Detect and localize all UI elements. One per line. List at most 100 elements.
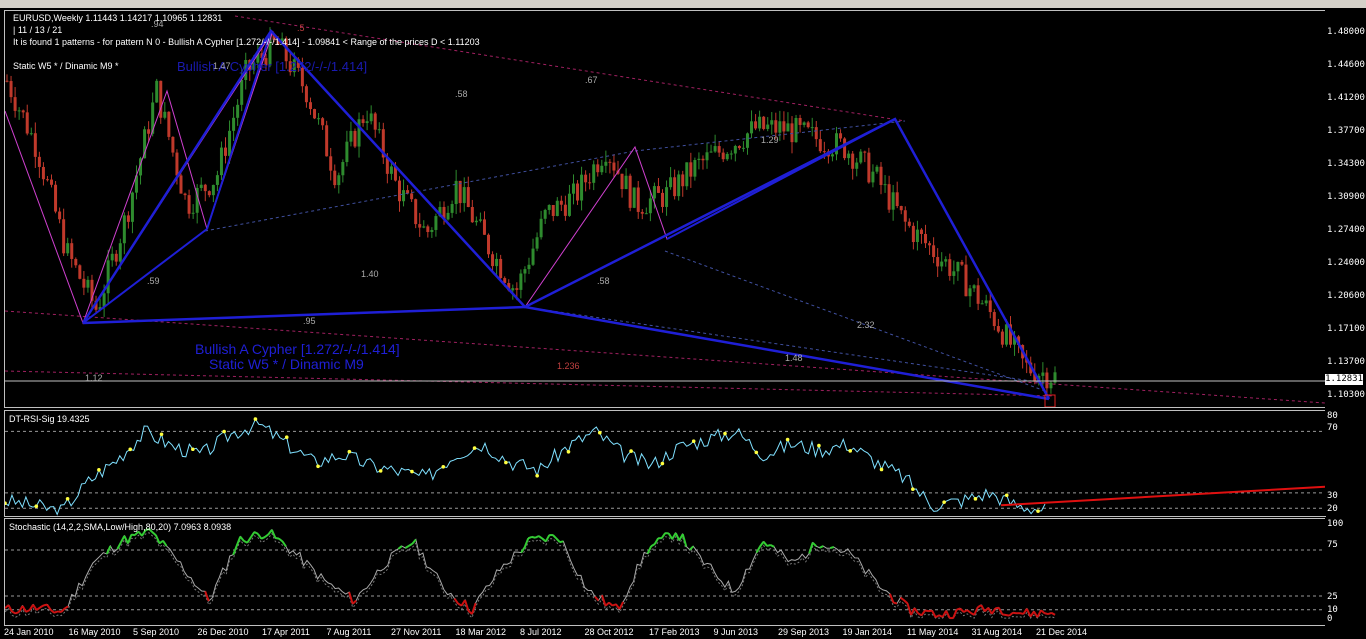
stoch-oversold-seg (1002, 613, 1007, 617)
candle-body (786, 123, 790, 132)
candle-body (183, 193, 187, 196)
stoch-overbought-seg (260, 536, 266, 540)
candle-body (151, 102, 155, 134)
ratio-label: .58 (455, 89, 468, 99)
current-price-tag: 1.12831 (1325, 374, 1363, 385)
candle-body (94, 300, 98, 310)
candle-body (661, 192, 665, 207)
stoch-oversold-seg (973, 606, 979, 616)
candle-body (78, 265, 82, 279)
rsi-line (5, 418, 1046, 516)
candle-body (669, 177, 673, 188)
price-chart-svg (5, 15, 1325, 407)
cypher-pattern-ba (206, 30, 272, 230)
candle-body (867, 152, 871, 183)
candle-body (17, 110, 21, 112)
stoch-oversold-seg (618, 601, 624, 610)
candle-body (737, 145, 741, 149)
time-axis-label: 11 May 2014 (907, 627, 959, 637)
stoch-oversold-seg (464, 599, 470, 612)
rsi-signal-dot (65, 496, 70, 501)
price-axis-label: 1.20600 (1327, 291, 1365, 301)
candle-body (33, 133, 37, 157)
stoch-oversold-seg (952, 609, 958, 619)
candle-body (82, 278, 86, 288)
stoch-overbought-seg (270, 529, 277, 539)
stoch-oversold-seg (204, 590, 210, 602)
candle-body (240, 79, 244, 105)
stoch-overbought-seg (681, 533, 688, 547)
candle-body (988, 300, 992, 313)
candle-body (948, 259, 952, 276)
candle-body (895, 192, 899, 207)
price-axis-label: 1.34300 (1327, 159, 1365, 169)
candle-body (171, 136, 175, 153)
candle-body (134, 175, 138, 193)
stoch-overbought-seg (404, 545, 410, 549)
candle-body (576, 183, 580, 201)
candle-body (515, 288, 519, 290)
stoch-oversold-seg (604, 601, 610, 607)
stoch-overbought-seg (819, 545, 824, 549)
stoch-oversold-seg (945, 610, 951, 619)
candle-body (721, 152, 725, 160)
cypher-pattern-cd (524, 305, 1050, 401)
stoch-overbought-seg (559, 540, 564, 544)
candle-body (260, 53, 264, 59)
stoch-overbought-seg (246, 536, 252, 544)
candle-body (952, 271, 956, 276)
candle-body (308, 102, 312, 110)
candle-body (1045, 372, 1049, 389)
stochastic-panel[interactable]: Stochastic (14,2,2,SMA,Low/High,80,20) 7… (4, 518, 1326, 626)
stoch-oversold-seg (25, 609, 31, 613)
stoch-oversold-seg (348, 591, 354, 605)
stoch-oversold-seg (913, 607, 919, 614)
time-axis-label: 17 Apr 2011 (262, 627, 310, 637)
stoch-oversold-seg (50, 609, 55, 614)
candle-body (527, 264, 531, 270)
time-axis-label: 8 Jul 2012 (520, 627, 562, 637)
candle-body (936, 257, 940, 267)
candle-body (288, 61, 292, 73)
candle-body (822, 151, 826, 153)
stochastic-title: Stochastic (14,2,2,SMA,Low/High,80,20) 7… (9, 522, 232, 532)
candle-body (361, 119, 365, 124)
ratio-label: .94 (151, 19, 164, 29)
candle-body (58, 211, 62, 220)
candle-body (924, 233, 928, 244)
rsi-panel[interactable]: DT-RSI-Sig 19.4325 (4, 410, 1326, 517)
candle-body (511, 288, 515, 291)
stoch-overbought-seg (249, 531, 256, 538)
rsi-signal-dot (378, 469, 383, 473)
candle-body (677, 174, 681, 197)
stochastic-axis (1325, 518, 1366, 626)
price-axis[interactable] (1325, 10, 1366, 408)
price-chart-panel[interactable]: EURUSD,Weekly 1.11443 1.14217 1.10965 1.… (4, 10, 1326, 408)
cypher-pattern-xb (82, 228, 208, 324)
stoch-oversold-seg (1008, 611, 1014, 617)
rsi-signal-dot (191, 447, 195, 452)
candle-body (353, 130, 357, 147)
candle-body (252, 62, 256, 70)
time-axis-label: 19 Jan 2014 (842, 627, 893, 637)
candle-body (13, 97, 17, 111)
rsi-level-label: 30 (1327, 491, 1338, 501)
candle-body (733, 145, 737, 154)
stoch-overbought-seg (552, 534, 558, 540)
stoch-oversold-seg (987, 607, 993, 615)
candle-body (236, 104, 240, 118)
candle-body (758, 116, 762, 129)
candle-body (741, 147, 745, 149)
candle-body (531, 248, 535, 265)
candle-body (114, 253, 118, 262)
candle-body (329, 156, 333, 171)
candle-body (41, 166, 45, 180)
candle-body (883, 184, 887, 186)
rsi-signal-dot (1004, 493, 1009, 498)
candle-body (563, 204, 567, 216)
stoch-overbought-seg (531, 535, 536, 539)
candle-body (782, 121, 786, 132)
candle-body (74, 258, 78, 266)
ratio-label: 1.29 (761, 135, 779, 145)
candle-body (608, 161, 612, 163)
